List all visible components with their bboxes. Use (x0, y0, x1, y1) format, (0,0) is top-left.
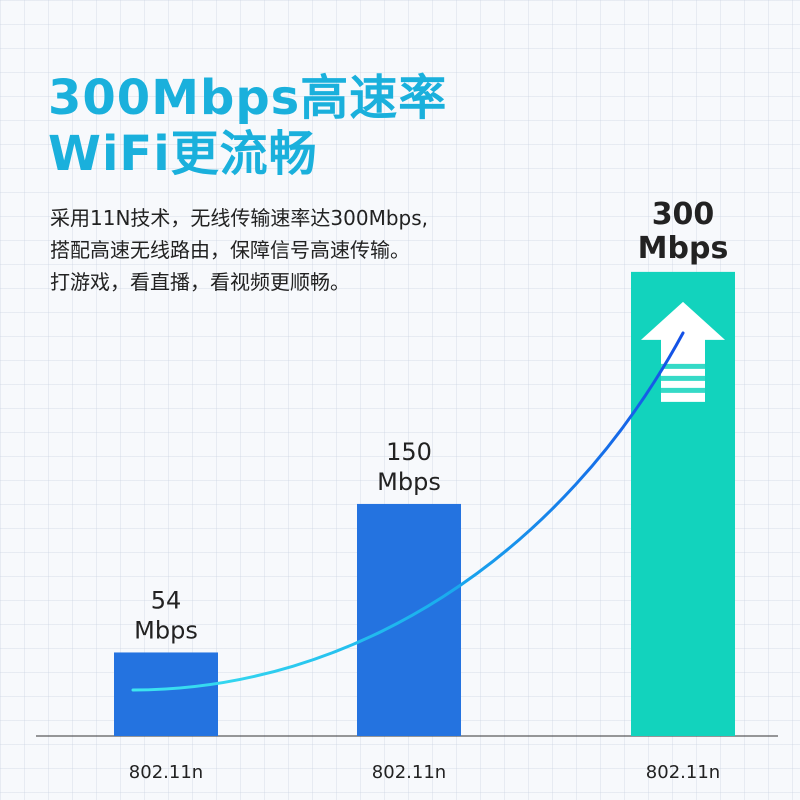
value-label-1-1: Mbps (377, 468, 441, 496)
headline: 300Mbps高速率 WiFi更流畅 (48, 70, 447, 182)
x-tick-label-0: 802.11n (129, 762, 203, 783)
value-label-0-0: 54 (151, 586, 182, 614)
description-line-3: 打游戏，看直播，看视频更顺畅。 (50, 270, 350, 294)
headline-line-1: 300Mbps高速率 (48, 70, 448, 126)
value-label-0-1: Mbps (134, 616, 198, 644)
bar-0 (114, 652, 218, 736)
bar-1 (357, 503, 461, 736)
value-label-2-1: Mbps (638, 231, 729, 266)
description-line-1: 采用11N技术，无线传输速率达300Mbps, (50, 206, 429, 230)
description: 采用11N技术，无线传输速率达300Mbps, 搭配高速无线路由，保障信号高速传… (50, 202, 428, 298)
value-label-2-0: 300 (652, 197, 715, 232)
description-line-2: 搭配高速无线路由，保障信号高速传输。 (50, 238, 410, 262)
x-tick-label-2: 802.11n (646, 762, 720, 783)
value-label-1-0: 150 (386, 438, 432, 466)
headline-line-2: WiFi更流畅 (48, 126, 318, 182)
up-arrow-icon (641, 301, 725, 402)
trend-curve (131, 331, 685, 692)
x-tick-label-1: 802.11n (372, 762, 446, 783)
